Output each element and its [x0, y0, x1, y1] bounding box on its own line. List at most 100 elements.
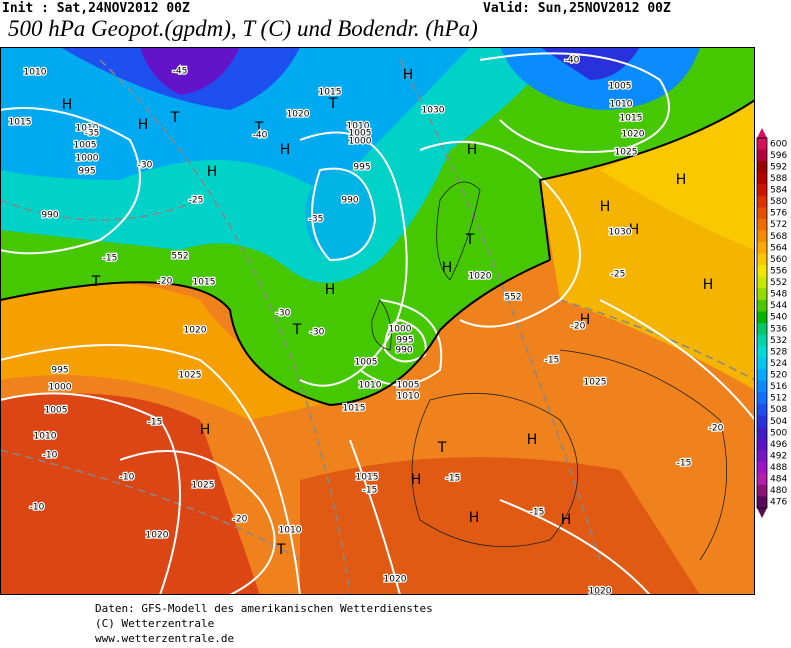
colorbar-label: 484: [770, 475, 787, 485]
contour-label: 1010: [76, 124, 99, 134]
colorbar-label: 532: [770, 336, 787, 346]
contour-label: -15: [446, 474, 461, 484]
pressure-center: T: [254, 120, 264, 136]
contour-label: 1015: [343, 404, 366, 414]
contour-label: 990: [41, 211, 58, 221]
contour-label: 1000: [389, 325, 412, 335]
contour-label: -35: [309, 215, 324, 225]
pressure-center: H: [703, 277, 714, 293]
contour-label: 1015: [620, 114, 643, 124]
colorbar-label: 564: [770, 243, 787, 253]
pressure-center: H: [138, 117, 149, 133]
pressure-center: H: [325, 282, 336, 298]
colorbar-label: 516: [770, 382, 787, 392]
pressure-center: H: [600, 199, 611, 215]
contour-label: -15: [363, 486, 378, 496]
colorbar-swatch: [757, 427, 767, 440]
colorbar-swatch: [757, 161, 767, 174]
contour-label: -40: [565, 56, 580, 66]
colorbar-frame: [756, 137, 768, 509]
contour-label: -10: [30, 503, 45, 513]
pressure-center: H: [469, 510, 480, 526]
pressure-center: T: [328, 96, 338, 112]
colorbar-label: 568: [770, 232, 787, 242]
contour-label: 1005: [74, 141, 97, 151]
colorbar-label: 548: [770, 290, 787, 300]
contour-label: -20: [233, 515, 248, 525]
colorbar-swatch: [757, 149, 767, 162]
colorbar-label: 496: [770, 440, 787, 450]
contour-label: 1005: [45, 406, 68, 416]
colorbar-swatch: [757, 207, 767, 220]
contour-label: 1010: [397, 392, 420, 402]
contour-label: 1020: [146, 531, 169, 541]
contour-label: -20: [158, 277, 173, 287]
init-time: Init : Sat,24NOV2012 00Z: [2, 1, 190, 16]
contour-label: 1030: [609, 228, 632, 238]
contour-label: 1025: [192, 481, 215, 491]
contour-label: -20: [709, 424, 724, 434]
contour-label: 995: [396, 336, 413, 346]
pressure-center: H: [527, 432, 538, 448]
contour-label: 1010: [279, 526, 302, 536]
colorbar-label: 504: [770, 417, 787, 427]
colorbar-swatch: [757, 392, 767, 405]
pressure-center: H: [411, 472, 422, 488]
contour-label: 995: [51, 366, 68, 376]
contour-label: -10: [43, 451, 58, 461]
contour-label: 1025: [179, 371, 202, 381]
colorbar-label: 508: [770, 405, 787, 415]
contour-label: -25: [189, 196, 204, 206]
colorbar-label: 600: [770, 139, 787, 149]
contour-label: 1015: [193, 278, 216, 288]
colorbar-label: 520: [770, 371, 787, 381]
colorbar-label: 512: [770, 394, 787, 404]
contour-label: 552: [504, 293, 521, 303]
colorbar-swatch: [757, 346, 767, 359]
colorbar-swatch: [757, 218, 767, 231]
website: www.wetterzentrale.de: [95, 632, 234, 645]
contour-label: 1020: [469, 272, 492, 282]
contour-label: 990: [395, 346, 412, 356]
contour-label: -15: [545, 356, 560, 366]
colorbar-label: 540: [770, 313, 787, 323]
contour-label: -35: [85, 129, 100, 139]
pressure-center: H: [676, 172, 687, 188]
contour-label: 1010: [359, 381, 382, 391]
contour-label: 1020: [589, 587, 612, 597]
contour-label: -15: [677, 459, 692, 469]
colorbar-label: 480: [770, 486, 787, 496]
contour-label: 990: [341, 196, 358, 206]
colorbar-swatch: [757, 288, 767, 301]
contour-label: 1010: [347, 122, 370, 132]
contour-label: 995: [78, 167, 95, 177]
contour-label: 1010: [610, 100, 633, 110]
colorbar-swatch: [757, 334, 767, 347]
colorbar-swatch: [757, 230, 767, 243]
contour-label: 1005: [355, 358, 378, 368]
colorbar-label: 528: [770, 347, 787, 357]
colorbar-label: 488: [770, 463, 787, 473]
colorbar-label: 588: [770, 174, 787, 184]
contour-label: 1005: [397, 381, 420, 391]
colorbar-swatch: [757, 473, 767, 486]
colorbar-label: 596: [770, 151, 787, 161]
contour-label: 1010: [24, 68, 47, 78]
colorbar-swatch: [757, 299, 767, 312]
colorbar-label: 552: [770, 278, 787, 288]
colorbar-label: 524: [770, 359, 787, 369]
colorbar-swatch: [757, 496, 767, 509]
contour-label: 552: [171, 252, 188, 262]
colorbar-arrow: [757, 128, 767, 138]
contour-label: 1015: [9, 118, 32, 128]
colorbar-label: 536: [770, 324, 787, 334]
colorbar-swatch: [757, 380, 767, 393]
contour-label: 1000: [49, 383, 72, 393]
pressure-center: T: [170, 110, 180, 126]
contour-label: -30: [310, 328, 325, 338]
pressure-center: H: [62, 97, 73, 113]
pressure-center: T: [292, 322, 302, 338]
contour-label: 1025: [584, 378, 607, 388]
contour-label: 1025: [615, 148, 638, 158]
